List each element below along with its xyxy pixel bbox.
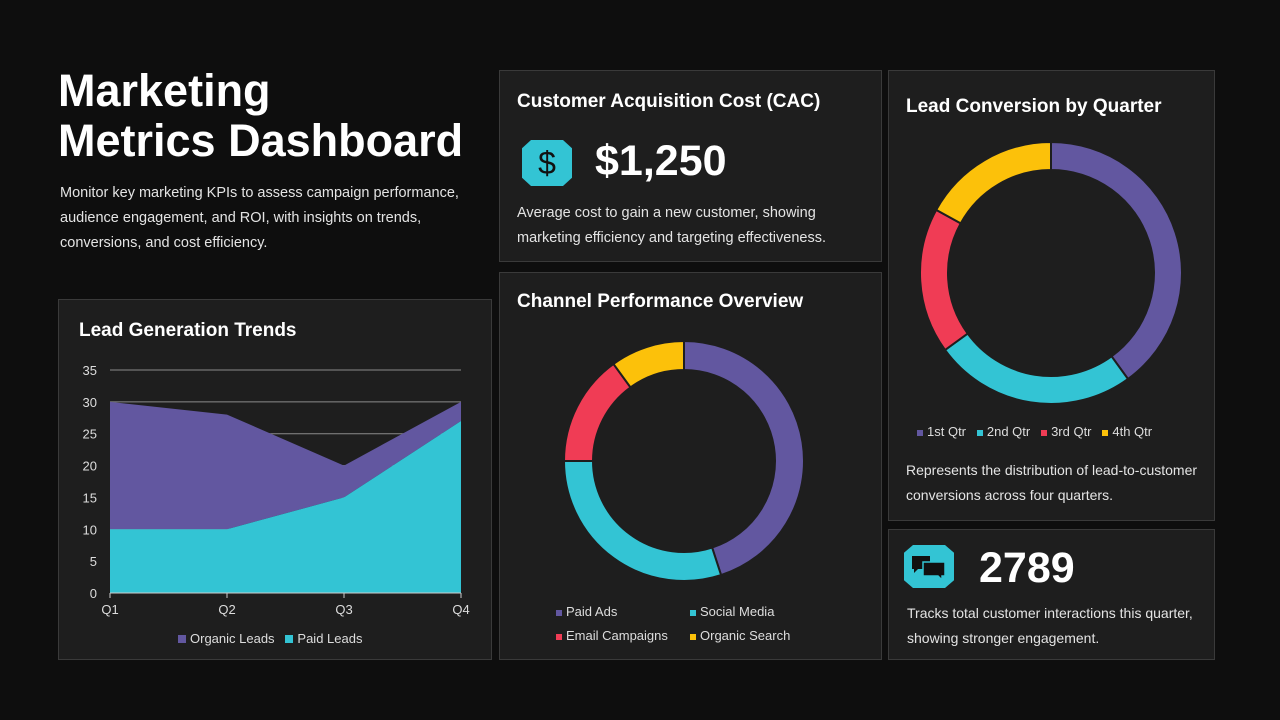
card-title: Lead Conversion by Quarter <box>906 96 1162 117</box>
y-tick-label: 20 <box>83 459 97 474</box>
y-tick-label: 15 <box>83 490 97 505</box>
interactions-description: Tracks total customer interactions this … <box>907 605 1193 646</box>
y-tick-label: 0 <box>90 586 97 601</box>
lead-conversion-card: Lead Conversion by Quarter 1st Qtr 2nd Q… <box>888 70 1215 521</box>
y-tick-label: 5 <box>90 554 97 569</box>
legend-label: 4th Qtr <box>1112 424 1153 439</box>
legend-label: Email Campaigns <box>566 628 668 643</box>
legend-swatch <box>556 610 562 616</box>
legend-label: 2nd Qtr <box>986 424 1031 439</box>
legend-label: Organic Search <box>700 628 791 643</box>
card-title: Customer Acquisition Cost (CAC) <box>517 91 821 112</box>
card-title: Lead Generation Trends <box>79 320 297 341</box>
legend-swatch <box>178 635 186 643</box>
legend-item-organic: Organic Leads <box>178 631 275 646</box>
x-tick-label: Q2 <box>218 602 235 617</box>
channel-legend: Paid Ads Social Media Email Campaigns Orga… <box>556 600 790 648</box>
legend-label: Organic Leads <box>190 631 275 646</box>
conversion-legend: 1st Qtr 2nd Qtr 3rd Qtr 4th Qtr <box>917 424 1152 439</box>
page-description: Monitor key marketing KPIs to assess cam… <box>60 185 459 251</box>
chat-bubbles-icon <box>904 545 954 588</box>
legend-label: Paid Ads <box>566 604 618 619</box>
x-tick-label: Q3 <box>335 602 352 617</box>
y-tick-label: 30 <box>83 395 97 410</box>
page-title: Marketing Metrics Dashboard <box>58 66 463 166</box>
y-tick-label: 35 <box>83 363 97 378</box>
legend-swatch <box>976 430 983 436</box>
cac-value: $1,250 <box>595 137 727 185</box>
conversion-description: Represents the distribution of lead-to-c… <box>906 462 1198 503</box>
interactions-value: 2789 <box>979 544 1075 592</box>
dollar-icon: $ <box>522 140 572 186</box>
legend-item-paid: Paid Leads <box>285 631 362 646</box>
legend-swatch <box>690 634 696 640</box>
legend-swatch <box>1102 430 1109 436</box>
x-tick-label: Q1 <box>101 602 118 617</box>
legend-swatch <box>285 635 294 643</box>
legend-swatch <box>556 634 562 640</box>
legend-swatch <box>1041 430 1048 436</box>
title-line-2: Metrics Dashboard <box>58 115 464 166</box>
card-title: Channel Performance Overview <box>517 291 804 312</box>
legend-label: 3rd Qtr <box>1051 424 1092 439</box>
cac-description: Average cost to gain a new customer, sho… <box>517 205 826 246</box>
legend-label: Social Media <box>700 604 775 619</box>
legend-label: Paid Leads <box>297 631 363 646</box>
organic-leads-area <box>110 401 461 530</box>
title-line-1: Marketing <box>58 65 271 116</box>
y-tick-label: 25 <box>83 427 97 442</box>
legend-swatch <box>917 430 923 436</box>
legend-swatch <box>690 610 696 616</box>
paid-leads-area <box>110 420 461 593</box>
legend-label: 1st Qtr <box>927 424 967 439</box>
x-tick-label: Q4 <box>452 602 469 617</box>
interactions-card: 2789 Tracks total customer interactions … <box>888 529 1215 660</box>
area-legend: Organic Leads Paid Leads <box>178 631 362 646</box>
cac-card: Customer Acquisition Cost (CAC) $ $1,250… <box>499 70 882 262</box>
y-tick-label: 10 <box>83 522 97 537</box>
